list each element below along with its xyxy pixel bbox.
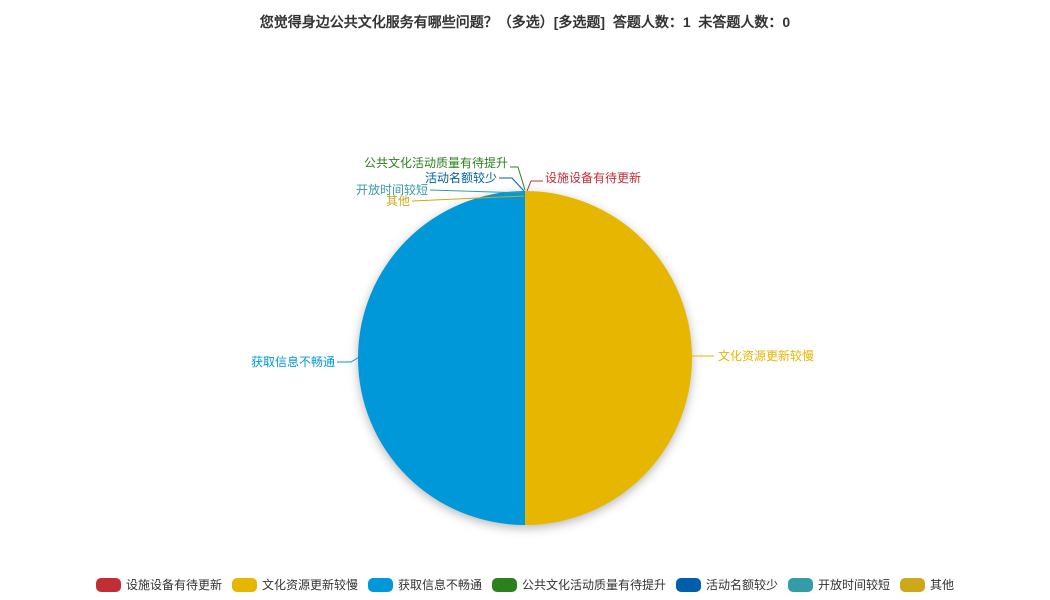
legend-marker-activity-quota[interactable] xyxy=(676,577,701,592)
pie-slice-information-access[interactable] xyxy=(358,191,525,525)
legend-label: 获取信息不畅通 xyxy=(397,578,482,592)
legend-label: 设施设备有待更新 xyxy=(125,578,222,592)
legend-label: 公共文化活动质量有待提升 xyxy=(521,578,666,592)
legend-marker-information-access[interactable] xyxy=(367,577,393,592)
pie-label-other: 其他 xyxy=(385,194,410,208)
legend-marker-other[interactable] xyxy=(900,577,926,592)
legend-label: 其他 xyxy=(930,578,955,592)
leader-line-opening-hours xyxy=(429,189,525,194)
pie-label-facilities: 设施设备有待更新 xyxy=(545,171,642,185)
legend-item-information-access[interactable]: 获取信息不畅通 xyxy=(367,576,482,593)
legend-item-activity-quota[interactable]: 活动名额较少 xyxy=(676,576,778,593)
legend: 设施设备有待更新 文化资源更新较慢 获取信息不畅通 公共文化活动质量有待提升 活… xyxy=(0,576,1050,593)
pie-label-information-access: 获取信息不畅通 xyxy=(250,355,335,369)
legend-label: 活动名额较少 xyxy=(706,578,779,592)
legend-marker-activity-quality[interactable] xyxy=(491,577,517,592)
leader-line-other xyxy=(411,195,525,202)
leader-line-activity-quality xyxy=(510,166,526,191)
legend-item-other[interactable]: 其他 xyxy=(900,576,954,593)
legend-marker-opening-hours[interactable] xyxy=(788,577,814,592)
pie-label-culture-resources: 文化资源更新较慢 xyxy=(718,349,815,363)
leader-line-information-access xyxy=(337,355,362,363)
leader-line-facilities xyxy=(526,180,543,192)
pie-label-activity-quota: 活动名额较少 xyxy=(424,171,497,185)
legend-item-culture-resources[interactable]: 文化资源更新较慢 xyxy=(231,576,358,593)
legend-item-facilities[interactable]: 设施设备有待更新 xyxy=(95,576,222,593)
pie-label-opening-hours: 开放时间较短 xyxy=(355,183,428,197)
legend-label: 文化资源更新较慢 xyxy=(261,578,358,592)
legend-item-activity-quality[interactable]: 公共文化活动质量有待提升 xyxy=(491,576,666,593)
pie-label-activity-quality: 公共文化活动质量有待提升 xyxy=(363,156,508,170)
legend-marker-culture-resources[interactable] xyxy=(231,577,257,592)
legend-marker-facilities[interactable] xyxy=(95,577,121,592)
legend-label: 开放时间较短 xyxy=(818,578,891,592)
legend-item-opening-hours[interactable]: 开放时间较短 xyxy=(788,576,890,593)
leader-line-activity-quota xyxy=(499,177,525,192)
chart-title: 您觉得身边公共文化服务有哪些问题？（多选）[多选题] 答题人数：1 未答题人数：… xyxy=(259,14,791,30)
pie-slice-culture-resources[interactable] xyxy=(525,191,692,525)
